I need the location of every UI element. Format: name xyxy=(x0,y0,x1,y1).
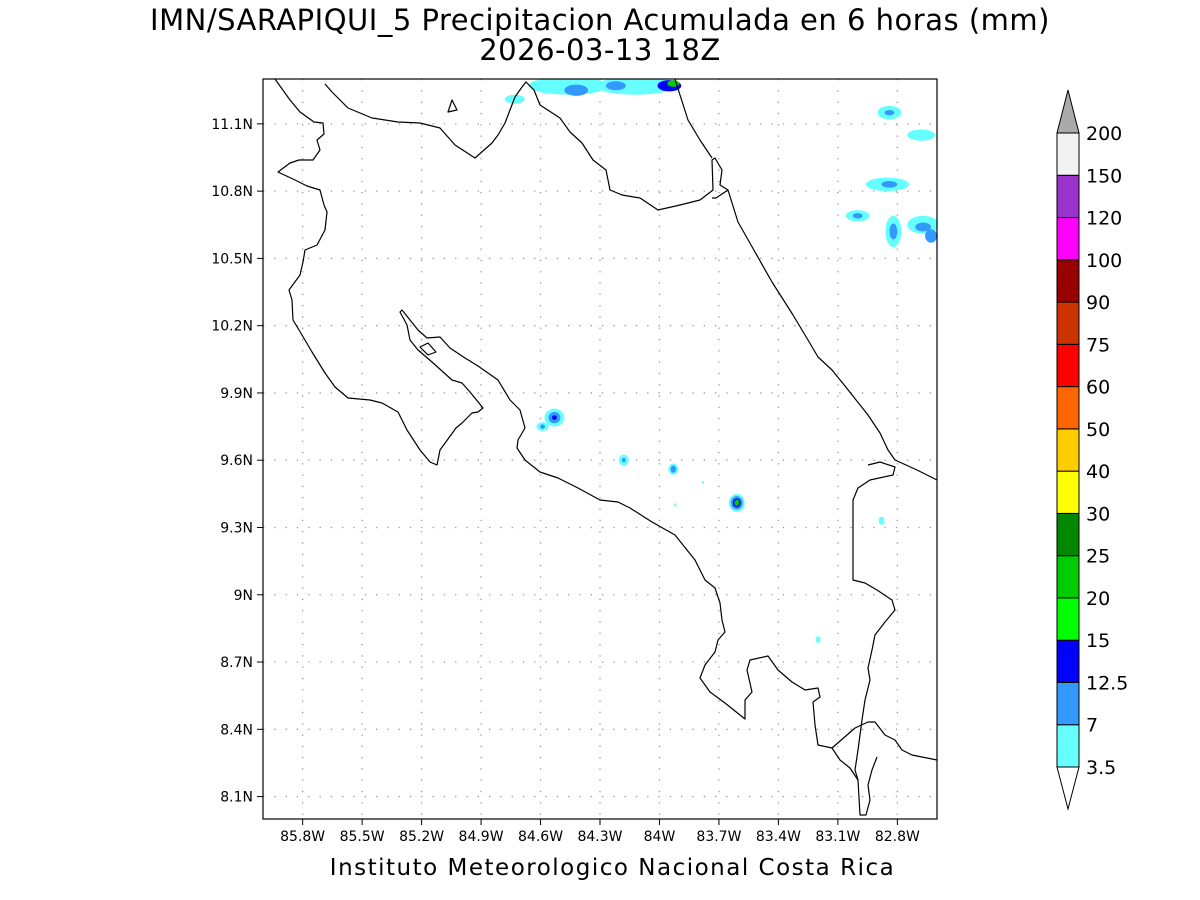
lat-tick-label: 10.8N xyxy=(211,184,253,200)
colorbar-label: 200 xyxy=(1086,123,1122,145)
colorbar-label: 75 xyxy=(1086,334,1110,356)
lat-tick-label: 8.4N xyxy=(220,722,253,738)
lat-tick-labels: 11.1N 10.8N 10.5N 10.2N 9.9N 9.6N 9.3N 9N 8.7N 8.… xyxy=(211,117,263,806)
precip-cell xyxy=(670,465,677,473)
colorbar-label: 40 xyxy=(1086,461,1110,483)
precip-cell xyxy=(925,229,937,243)
colorbar-label: 50 xyxy=(1086,419,1110,441)
colorbar-segment xyxy=(1056,555,1080,599)
precip-cell xyxy=(815,636,821,643)
lat-tick-label: 8.7N xyxy=(220,655,253,671)
lon-tick-label: 82.8W xyxy=(875,829,920,845)
lon-tick-label: 84.9W xyxy=(459,829,504,845)
lon-tick-label: 85.5W xyxy=(340,829,385,845)
nicaragua-border xyxy=(324,81,729,211)
colorbar-segment xyxy=(1056,681,1080,726)
credit-line: Instituto Meteorologico Nacional Costa R… xyxy=(329,855,896,881)
colorbar-label: 150 xyxy=(1086,165,1122,187)
precip-cell xyxy=(674,503,677,507)
lake-island xyxy=(447,99,458,113)
colorbar-segment xyxy=(1056,259,1080,303)
lon-tick-label: 84.3W xyxy=(577,829,622,845)
pacific-coastline xyxy=(274,79,937,761)
precip-cell xyxy=(881,181,898,188)
colorbar-label: 7 xyxy=(1086,715,1098,737)
lat-tick-label: 9.9N xyxy=(220,386,253,402)
caribbean-coast-north xyxy=(674,79,713,159)
colorbar-label: 3.5 xyxy=(1086,757,1116,779)
map-title: IMN/SARAPIQUI_5 Precipitacion Acumulada … xyxy=(150,3,1050,37)
precip-cell xyxy=(734,499,740,506)
map-valid-time: 2026-03-13 18Z xyxy=(479,33,721,67)
panama-border xyxy=(852,461,896,816)
lon-tick-label: 84.6W xyxy=(518,829,563,845)
colorbar-label: 15 xyxy=(1086,630,1110,652)
lat-tick-label: 9N xyxy=(234,588,253,604)
colorbar-segment xyxy=(1056,217,1080,261)
coastlines-borders xyxy=(274,79,937,816)
lon-tick-label: 84W xyxy=(644,829,676,845)
colorbar-segment xyxy=(1056,386,1080,430)
precip-cell xyxy=(605,81,626,91)
precip-cell xyxy=(621,457,626,463)
colorbar-label: 25 xyxy=(1086,546,1110,568)
lat-tick-label: 10.5N xyxy=(211,251,253,267)
map-gridlines xyxy=(263,79,937,819)
colorbar-segment xyxy=(1056,428,1080,472)
colorbar-segment xyxy=(1056,174,1080,219)
precip-cell xyxy=(889,223,898,240)
precipitation-field xyxy=(504,79,937,643)
precip-cell xyxy=(552,415,557,420)
precip-colorbar: 3.5 7 12.5 15 20 25 30 40 50 60 75 90 100 120 150 200 xyxy=(1056,89,1128,811)
colorbar-label: 100 xyxy=(1086,250,1122,272)
colorbar-segment xyxy=(1056,470,1080,514)
colorbar-segment xyxy=(1056,639,1080,683)
map-frame xyxy=(262,78,938,820)
caribbean-coast xyxy=(727,189,937,481)
lon-tick-label: 85.8W xyxy=(280,829,325,845)
colorbar-min-arrow xyxy=(1056,766,1080,811)
lon-tick-label: 83.4W xyxy=(756,829,801,845)
lat-tick-label: 9.6N xyxy=(220,453,253,469)
lon-tick-label: 85.2W xyxy=(399,829,444,845)
colorbar-label: 20 xyxy=(1086,588,1110,610)
chira-island xyxy=(419,342,437,356)
colorbar-segment xyxy=(1056,301,1080,345)
precip-cell xyxy=(852,213,863,219)
lat-tick-label: 8.1N xyxy=(220,790,253,806)
precip-cell xyxy=(915,222,932,232)
lat-tick-label: 11.1N xyxy=(211,117,253,133)
precip-cell xyxy=(884,109,895,116)
lon-tick-label: 83.7W xyxy=(696,829,741,845)
precip-cell xyxy=(564,84,589,96)
colorbar-label: 90 xyxy=(1086,292,1110,314)
lat-tick-label: 9.3N xyxy=(220,520,253,536)
lon-tick-labels: 85.8W 85.5W 85.2W 84.9W 84.6W 84.3W 84W 83.7W 83… xyxy=(280,819,920,845)
lon-tick-label: 83.1W xyxy=(815,829,860,845)
colorbar-label: 60 xyxy=(1086,377,1110,399)
precip-cell xyxy=(702,481,705,485)
colorbar-segment xyxy=(1056,724,1080,768)
colorbar-segment xyxy=(1056,512,1080,557)
colorbar-label: 120 xyxy=(1086,208,1122,230)
colorbar-segment xyxy=(1056,343,1080,388)
colorbar-segment xyxy=(1056,597,1080,641)
colorbar-label: 30 xyxy=(1086,503,1110,525)
precip-cell xyxy=(878,516,885,525)
colorbar-max-arrow xyxy=(1056,89,1080,134)
precip-cell xyxy=(907,129,936,141)
burica-coast xyxy=(831,747,859,781)
colorbar-segment xyxy=(1056,132,1080,176)
lat-tick-label: 10.2N xyxy=(211,319,253,335)
colorbar-label: 12.5 xyxy=(1086,672,1128,694)
precip-cell xyxy=(540,424,545,429)
